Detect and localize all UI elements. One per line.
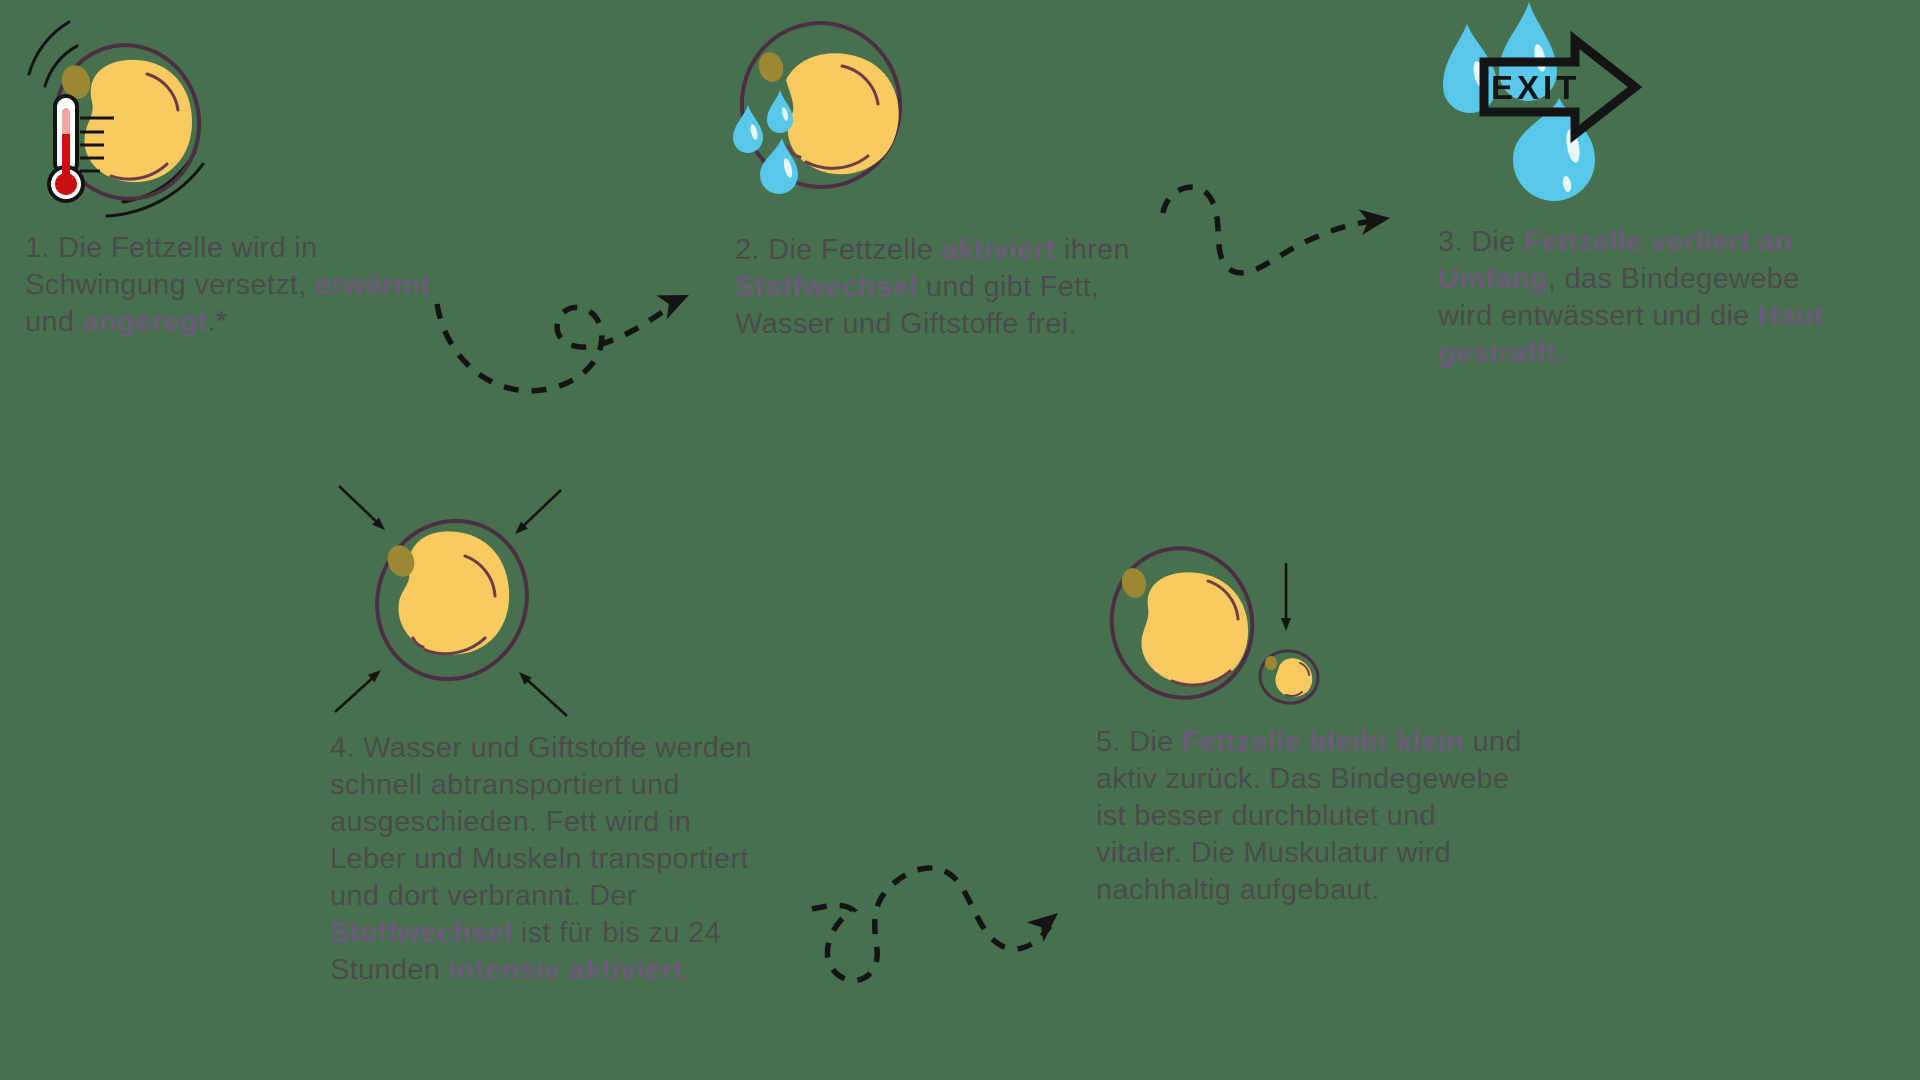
text-line: Stoffwechsel ist für bis zu 24	[330, 917, 721, 949]
step-1-group	[15, 2, 225, 222]
fat-cell-shrunk-icon	[1109, 546, 1320, 705]
step-4-group	[325, 472, 575, 722]
fat-cell-thermometer-icon	[27, 20, 205, 218]
cell-body	[398, 531, 510, 655]
text-line: 5. Die Fettzelle bleibt klein und	[1096, 726, 1522, 758]
text-line: Umfang, das Bindegewebe	[1438, 263, 1800, 295]
text-line: Stunden intensiv aktiviert.	[330, 954, 692, 986]
inward-arrow-icon	[519, 672, 568, 717]
water-drop-icon	[760, 138, 798, 195]
exit-label: EXIT	[1491, 69, 1580, 106]
water-drop-icon	[767, 90, 793, 133]
fat-cell-sweating-icon	[733, 21, 903, 195]
thermometer-icon	[47, 94, 114, 203]
text-line: ist besser durchblutet und	[1096, 800, 1436, 832]
step-3-text: 3. Die Fettzelle verliert an Umfang, das …	[1438, 224, 1918, 372]
step-2-group	[730, 10, 930, 210]
text-line: 1. Die Fettzelle wird in	[25, 232, 318, 264]
cell-body	[84, 59, 193, 183]
text-line: Stoffwechsel und gibt Fett,	[735, 271, 1100, 303]
step-5-group	[1090, 535, 1350, 720]
inward-arrow-icon	[515, 489, 562, 534]
fat-cell-compressed-icon	[334, 485, 568, 717]
cell-body	[786, 53, 899, 175]
text-line: vitaler. Die Muskulatur wird	[1096, 837, 1451, 869]
cell-nucleus	[387, 545, 415, 577]
water-drops-exit-icon: EXIT	[1443, 2, 1643, 202]
text-line: und angeregt.*	[25, 306, 228, 338]
text-line: wird entwässert und die Haut	[1438, 300, 1824, 332]
text-line: 2. Die Fettzelle aktiviert ihren	[735, 234, 1130, 266]
text-line: schnell abtransportiert und	[330, 769, 680, 801]
cell-nucleus	[61, 65, 91, 99]
inward-arrow-icon	[338, 485, 385, 530]
small-fat-cell-icon	[1258, 649, 1320, 705]
cell-outline	[375, 518, 529, 682]
step-4-text: 4. Wasser und Giftstoffe werden schnell a…	[330, 730, 890, 989]
text-line: 3. Die Fettzelle verliert an	[1438, 226, 1793, 258]
water-drop-icon	[733, 105, 763, 153]
exit-arrow-icon: EXIT	[1479, 30, 1643, 144]
cell-nucleus	[1121, 568, 1147, 598]
text-line: gestrafft.	[1438, 337, 1566, 369]
text-line: aktiv zurück. Das Bindegewebe	[1096, 763, 1510, 795]
text-line: nachhaltig aufgebaut.	[1096, 874, 1380, 906]
text-line: ausgeschieden. Fett wird in	[330, 806, 692, 838]
cell-body	[1141, 572, 1249, 686]
thermometer-ticks	[80, 116, 114, 173]
step-2-text: 2. Die Fettzelle aktiviert ihren Stoffwec…	[735, 232, 1295, 343]
text-line: Schwingung versetzt, erwärmt	[25, 269, 430, 301]
text-line: 4. Wasser und Giftstoffe werden	[330, 732, 752, 764]
step-1-text: 1. Die Fettzelle wird in Schwingung verse…	[25, 230, 585, 341]
step-3-group: EXIT	[1443, 0, 1673, 212]
shrink-arrow-icon	[1281, 563, 1291, 631]
text-line: und dort verbrannt. Der	[330, 880, 637, 912]
cell-nucleus	[758, 52, 784, 82]
step-5-text: 5. Die Fettzelle bleibt klein und aktiv z…	[1096, 724, 1656, 909]
water-drop-icon	[1443, 24, 1497, 113]
inward-arrow-icon	[334, 670, 381, 713]
text-line: Wasser und Giftstoffe frei.	[735, 308, 1077, 340]
cell-outline	[1109, 546, 1255, 700]
text-line: Leber und Muskeln transportiert	[330, 843, 749, 875]
